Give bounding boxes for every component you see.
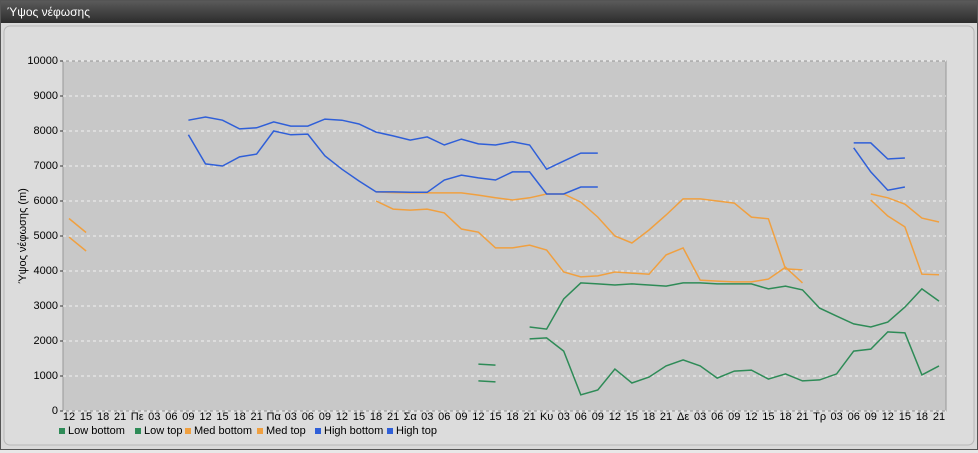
x-tick-label: 15 xyxy=(216,411,228,423)
x-tick-label: 06 xyxy=(711,411,723,423)
x-tick-label: 18 xyxy=(370,411,382,423)
x-tick-label: 06 xyxy=(438,411,450,423)
legend-label: High top xyxy=(396,425,437,437)
y-tick-label: 2000 xyxy=(34,335,58,347)
x-tick-label: 03 xyxy=(694,411,706,423)
x-tick-label: 03 xyxy=(558,411,570,423)
x-tick-label: Πε xyxy=(131,411,144,423)
legend-label: Low top xyxy=(144,425,183,437)
legend-label: Med top xyxy=(266,425,306,437)
legend-marker xyxy=(315,428,321,434)
y-tick-label: 7000 xyxy=(34,160,58,172)
x-tick-label: 18 xyxy=(916,411,928,423)
y-tick-label: 4000 xyxy=(34,265,58,277)
y-tick-label: 6000 xyxy=(34,195,58,207)
series-line xyxy=(478,331,940,396)
series-line xyxy=(478,282,940,366)
x-tick-label: 21 xyxy=(796,411,808,423)
x-tick-label: 12 xyxy=(882,411,894,423)
y-tick-label: 0 xyxy=(52,405,58,417)
x-tick-label: 15 xyxy=(899,411,911,423)
x-tick-label: 21 xyxy=(933,411,945,423)
x-tick-label: 12 xyxy=(199,411,211,423)
legend-label: Med bottom xyxy=(194,425,252,437)
legend-marker xyxy=(59,428,65,434)
x-tick-label: 18 xyxy=(233,411,245,423)
series-line xyxy=(188,116,905,171)
x-tick-label: 09 xyxy=(592,411,604,423)
x-tick-label: 12 xyxy=(336,411,348,423)
legend-marker xyxy=(135,428,141,434)
x-tick-label: 03 xyxy=(148,411,160,423)
x-tick-label: 03 xyxy=(831,411,843,423)
x-tick-label: 21 xyxy=(523,411,535,423)
x-tick-label: 15 xyxy=(762,411,774,423)
legend-marker xyxy=(185,428,191,434)
plot-area xyxy=(62,60,947,412)
x-tick-label: 03 xyxy=(421,411,433,423)
x-tick-label: 21 xyxy=(114,411,126,423)
y-tick-label: 5000 xyxy=(34,230,58,242)
legend-marker xyxy=(387,428,393,434)
x-tick-label: 18 xyxy=(97,411,109,423)
x-tick-label: 21 xyxy=(387,411,399,423)
y-axis-label: Ύψος νέφωσης (m) xyxy=(17,188,29,284)
legend-label: Low bottom xyxy=(68,425,125,437)
series-line xyxy=(187,130,906,195)
x-tick-label: 06 xyxy=(165,411,177,423)
x-tick-label: 09 xyxy=(865,411,877,423)
x-tick-label: 09 xyxy=(319,411,331,423)
y-tick-label: 9000 xyxy=(34,90,58,102)
x-tick-label: 18 xyxy=(779,411,791,423)
x-tick-label: 06 xyxy=(848,411,860,423)
x-tick-label: 15 xyxy=(489,411,501,423)
x-tick-label: 15 xyxy=(80,411,92,423)
x-tick-label: 21 xyxy=(251,411,263,423)
x-tick-label: Τρ xyxy=(813,411,826,423)
x-tick-label: 15 xyxy=(626,411,638,423)
x-tick-label: 03 xyxy=(285,411,297,423)
x-tick-label: 09 xyxy=(455,411,467,423)
x-tick-label: 12 xyxy=(609,411,621,423)
y-tick-label: 8000 xyxy=(34,125,58,137)
x-tick-label: Δε xyxy=(677,411,689,423)
x-tick-label: 06 xyxy=(302,411,314,423)
x-tick-label: 12 xyxy=(63,411,75,423)
window-title: Ύψος νέφωσης xyxy=(1,1,977,23)
x-tick-label: Πα xyxy=(267,411,282,423)
legend-label: High bottom xyxy=(324,425,383,437)
x-tick-label: 18 xyxy=(506,411,518,423)
x-tick-label: 21 xyxy=(660,411,672,423)
x-tick-label: 09 xyxy=(182,411,194,423)
y-tick-label: 3000 xyxy=(34,300,58,312)
x-tick-label: 12 xyxy=(745,411,757,423)
y-tick-label: 1000 xyxy=(34,370,58,382)
x-tick-label: 15 xyxy=(353,411,365,423)
y-tick-label: 10000 xyxy=(27,55,58,67)
series-line xyxy=(68,199,940,284)
x-tick-label: 06 xyxy=(575,411,587,423)
x-tick-label: Σα xyxy=(404,411,418,423)
x-tick-label: 12 xyxy=(472,411,484,423)
chart: Ύψος νέφωσης (m) 0 1000 2000 3000 4000 5000 60… xyxy=(3,25,975,446)
x-tick-label: 18 xyxy=(643,411,655,423)
x-tick-label: 09 xyxy=(728,411,740,423)
series-line xyxy=(68,191,940,271)
x-tick-label: Κυ xyxy=(540,411,553,423)
legend-marker xyxy=(257,428,263,434)
